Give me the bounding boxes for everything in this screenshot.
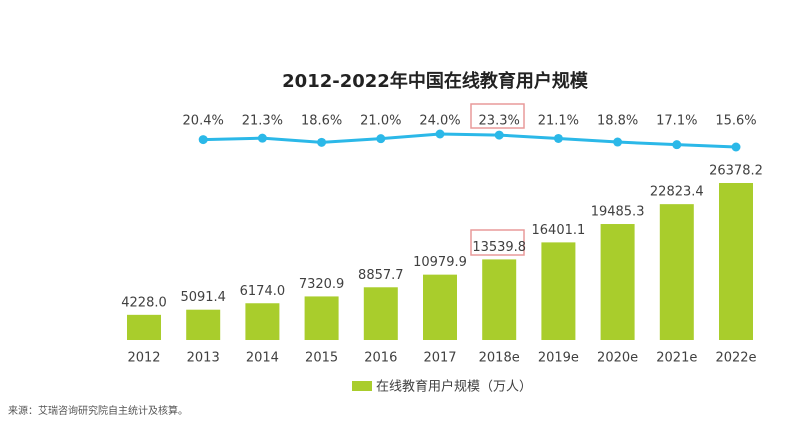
data-label: 18.6%	[301, 114, 342, 129]
legend-swatch	[352, 381, 372, 391]
data-label: 21.1%	[538, 114, 579, 129]
highlight-box	[470, 229, 525, 256]
x-tick-label: 2019e	[538, 351, 579, 366]
x-tick-label: 2012	[127, 351, 160, 366]
bar	[659, 204, 694, 340]
line-point	[553, 133, 563, 143]
data-label: 15.6%	[715, 114, 756, 129]
source-note: 来源：艾瑞咨询研究院自主统计及核算。	[8, 404, 188, 417]
x-tick-label: 2013	[187, 351, 220, 366]
data-label: 19485.3	[591, 205, 645, 220]
line	[203, 132, 737, 149]
data-label: 7320.9	[299, 277, 345, 292]
x-tick-label: 2018e	[479, 351, 520, 366]
line-point	[317, 137, 327, 147]
line-point	[672, 140, 682, 150]
line-point	[376, 134, 386, 144]
x-tick-label: 2022e	[715, 351, 756, 366]
bar	[719, 183, 753, 340]
bar	[423, 274, 457, 340]
x-tick-label: 2016	[364, 351, 397, 366]
data-label: 6174.0	[240, 284, 286, 299]
x-tick-label: 2021e	[656, 351, 697, 366]
bar	[541, 242, 576, 340]
data-label: 18.8%	[597, 114, 638, 129]
bar	[127, 314, 161, 340]
data-label: 23.3%	[479, 114, 520, 129]
data-label: 10979.9	[413, 255, 467, 270]
bar	[304, 296, 339, 340]
bar	[245, 303, 280, 340]
line-point	[198, 135, 208, 145]
data-label: 21.3%	[242, 114, 283, 129]
data-label: 8857.7	[358, 268, 404, 283]
bar	[186, 309, 221, 340]
bar	[600, 224, 635, 340]
data-label: 13539.8	[472, 240, 526, 255]
bar	[482, 259, 517, 340]
line-point	[257, 133, 267, 143]
data-label: 20.4%	[183, 114, 224, 129]
line-point	[494, 130, 504, 140]
data-label: 21.0%	[360, 114, 401, 129]
data-label: 5091.4	[180, 290, 226, 305]
line-point	[435, 129, 445, 139]
data-label: 17.1%	[656, 114, 697, 129]
data-label: 16401.1	[532, 223, 586, 238]
highlight-box	[470, 103, 525, 129]
bar	[363, 287, 398, 340]
x-tick-label: 2017	[423, 351, 456, 366]
x-tick-label: 2020e	[597, 351, 638, 366]
x-tick-label: 2014	[246, 351, 279, 366]
line-point	[731, 142, 741, 152]
x-tick-label: 2015	[305, 351, 338, 366]
data-label: 4228.0	[121, 295, 167, 310]
legend-label: 在线教育用户规模（万人）	[376, 379, 532, 395]
chart-title: 2012-2022年中国在线教育用户规模	[282, 70, 589, 92]
line-point	[613, 137, 623, 147]
data-label: 26378.2	[709, 164, 763, 179]
data-label: 22823.4	[650, 185, 704, 200]
data-label: 24.0%	[419, 114, 460, 129]
